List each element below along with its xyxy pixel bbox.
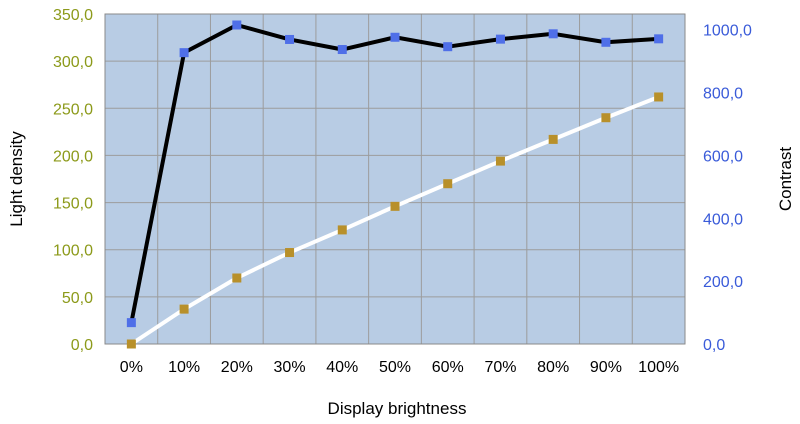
series-marker-left [601,113,611,123]
right-axis-tick-label: 200,0 [703,274,743,291]
series-marker-right [337,45,347,55]
series-marker-left [232,273,242,283]
left-axis-tick-label: 50,0 [62,290,93,307]
right-axis-title: Contrast [776,147,795,212]
x-axis-tick-label: 40% [326,359,358,376]
x-axis-title: Display brightness [328,399,467,418]
right-axis-tick-label: 0,0 [703,337,725,354]
right-axis-ticks: 0,0 200,0 400,0 600,0 800,0 1000,0 [703,23,752,354]
x-axis-tick-label: 50% [379,359,411,376]
x-axis-tick-label: 90% [590,359,622,376]
left-axis-tick-label: 200,0 [53,148,93,165]
left-axis-ticks: 0,0 50,0 100,0 150,0 200,0 250,0 300,0 350,0 [53,7,93,354]
series-marker-left [443,179,453,189]
series-group [126,20,664,349]
right-axis-tick-label: 800,0 [703,86,743,103]
series-marker-right [126,318,136,328]
left-axis-tick-label: 150,0 [53,196,93,213]
series-marker-left [495,156,505,166]
series-marker-left [390,201,400,211]
series-marker-left [548,134,558,144]
series-marker-right [548,29,558,39]
series-marker-left [179,304,189,314]
x-axis-tick-label: 60% [432,359,464,376]
x-axis-tick-label: 20% [221,359,253,376]
series-marker-right [232,20,242,30]
x-axis-tick-label: 0% [120,359,143,376]
plot-area [105,14,685,344]
right-axis-tick-label: 1000,0 [703,23,752,40]
left-axis-tick-label: 0,0 [71,337,93,354]
left-axis-tick-label: 350,0 [53,7,93,24]
series-marker-left [654,92,664,102]
series-marker-right [654,34,664,44]
x-axis-tick-label: 10% [168,359,200,376]
series-marker-right [285,34,295,44]
right-axis-tick-label: 400,0 [703,211,743,228]
series-marker-right [495,34,505,44]
series-marker-left [285,248,295,258]
left-axis-tick-label: 300,0 [53,54,93,71]
series-marker-left [126,339,136,349]
left-axis-tick-label: 100,0 [53,243,93,260]
series-marker-right [179,48,189,58]
series-marker-right [390,32,400,42]
right-axis-tick-label: 600,0 [703,148,743,165]
x-axis-tick-label: 100% [638,359,679,376]
series-marker-right [601,37,611,47]
x-axis-tick-label: 80% [537,359,569,376]
left-axis-tick-label: 250,0 [53,101,93,118]
x-axis-tick-label: 70% [484,359,516,376]
series-marker-left [337,225,347,235]
grid [104,13,686,345]
x-axis-ticks: 0% 10% 20% 30% 40% 50% 60% 70% 80% 90% 100% [120,359,679,376]
x-axis-tick-label: 30% [274,359,306,376]
plot-border [104,13,686,345]
series-marker-right [443,42,453,52]
left-axis-title: Light density [7,131,26,227]
